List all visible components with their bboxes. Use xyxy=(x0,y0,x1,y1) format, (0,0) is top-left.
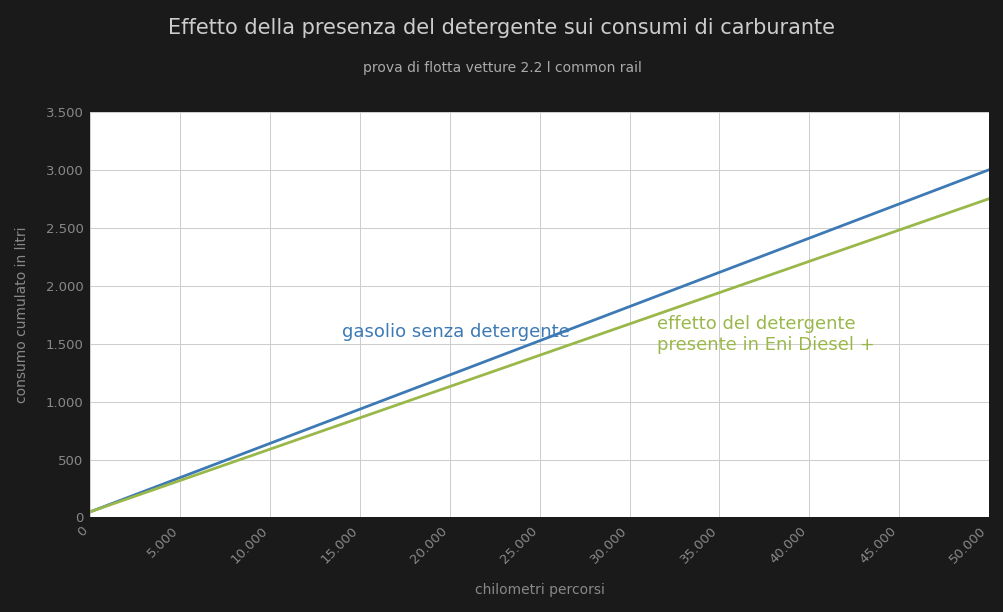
X-axis label: chilometri percorsi: chilometri percorsi xyxy=(474,583,604,597)
Text: prova di flotta vetture 2.2 l common rail: prova di flotta vetture 2.2 l common rai… xyxy=(362,61,641,75)
Text: Effetto della presenza del detergente sui consumi di carburante: Effetto della presenza del detergente su… xyxy=(169,18,834,39)
Text: gasolio senza detergente: gasolio senza detergente xyxy=(342,323,570,341)
Y-axis label: consumo cumulato in litri: consumo cumulato in litri xyxy=(15,226,29,403)
Text: effetto del detergente
presente in Eni Diesel +: effetto del detergente presente in Eni D… xyxy=(656,315,874,354)
